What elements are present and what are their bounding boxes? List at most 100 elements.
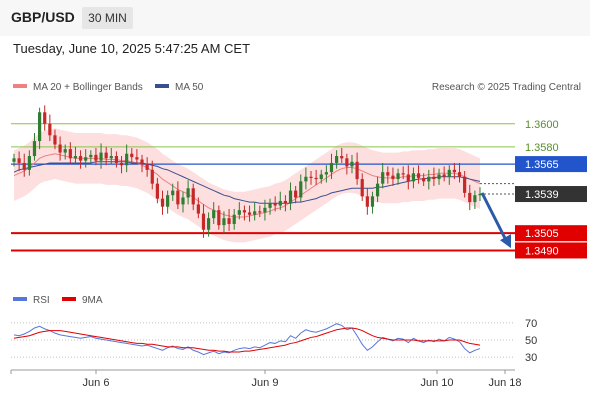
candle-body [140, 159, 144, 165]
rsi-tick-label: 70 [525, 318, 537, 330]
ma20-line [13, 153, 481, 218]
candle-body [12, 158, 16, 162]
candle-body [32, 141, 37, 157]
header-bar: GBP/USD 30 MIN [0, 0, 590, 36]
candle-body [176, 190, 180, 205]
candle-body [217, 210, 221, 226]
candle-body [268, 203, 272, 208]
candle-body [258, 211, 262, 213]
forecast-arrow-shaft [480, 192, 509, 243]
candle-body [84, 157, 88, 161]
candle-body [232, 214, 236, 224]
candle-body [437, 174, 441, 180]
candle-body [247, 212, 252, 215]
candle-body [181, 197, 185, 205]
pivot-label-box [515, 156, 587, 173]
last-price-label: 1.3539 [525, 189, 559, 201]
ma50-line [13, 161, 481, 204]
candle-body [299, 181, 303, 198]
x-tick-label: Jun 10 [420, 377, 453, 389]
candle-body [22, 162, 26, 170]
last-price-box [515, 186, 587, 203]
ma50-legend-swatch [155, 84, 169, 88]
candle-body [253, 211, 257, 215]
candle-body [401, 173, 405, 175]
candle-body [442, 174, 446, 177]
candle-body [130, 153, 134, 158]
rsi-legend-label: RSI [33, 295, 50, 306]
candle-body [304, 176, 308, 182]
candle-body [109, 156, 113, 159]
candle-body [212, 210, 216, 219]
candle-body [468, 192, 472, 203]
candle-body [17, 158, 21, 163]
candle-body [166, 195, 170, 207]
candle-body [278, 200, 282, 206]
rsi-legend-swatch [13, 297, 27, 301]
candle-body [27, 156, 31, 170]
candle-body [201, 213, 206, 230]
candle-body [294, 190, 298, 198]
candle-body [73, 156, 78, 159]
candle-body [58, 144, 62, 153]
candle-body [222, 218, 226, 226]
candle-body [314, 177, 318, 180]
candle-body [473, 195, 477, 203]
x-tick-label: Jun 9 [252, 377, 279, 389]
candle-body [381, 172, 385, 184]
rsi-line [13, 323, 481, 356]
candle-body [227, 218, 231, 224]
candle-body [422, 177, 426, 182]
candle-body [457, 172, 462, 177]
candle-body [237, 210, 241, 215]
candle-body [375, 183, 380, 197]
bb-legend-label: MA 20 + Bollinger Bands [33, 82, 143, 93]
candle-body [416, 173, 421, 178]
candle-body [242, 210, 247, 213]
candle-body [360, 179, 364, 197]
resistance-label: 1.3600 [525, 119, 559, 131]
candle-body [365, 196, 369, 207]
rsi-tick-label: 50 [525, 335, 537, 347]
candle-body [386, 172, 390, 176]
x-tick-label: Jun 18 [488, 377, 521, 389]
candle-body [263, 207, 267, 213]
pivot-label: 1.3565 [525, 159, 559, 171]
candle-body [99, 152, 103, 161]
candle-body [125, 153, 129, 166]
credit-text: Research © 2025 Trading Central [432, 82, 581, 93]
candle-body [427, 176, 431, 182]
candle-body [48, 123, 52, 136]
candle-body [478, 194, 482, 196]
rsi-tick-label: 30 [525, 352, 537, 364]
symbol-title: GBP/USD [11, 9, 75, 25]
candle-body [206, 218, 211, 230]
interval-button[interactable]: 30 MIN [82, 7, 133, 29]
candle-body [283, 200, 288, 204]
candle-body [340, 156, 344, 159]
x-tick-label: Jun 6 [83, 377, 110, 389]
candle-body [94, 154, 98, 161]
candle-body [350, 161, 354, 167]
candle-body [335, 156, 339, 163]
bb-legend-swatch [13, 84, 27, 88]
candle-body [319, 174, 323, 180]
ma50-legend-label: MA 50 [175, 82, 204, 93]
candle-body [452, 169, 456, 173]
candle-body [406, 174, 410, 182]
candle-body [355, 161, 359, 180]
candle-body [119, 162, 124, 166]
candle-body [135, 157, 139, 160]
candle-body [78, 156, 83, 161]
resistance-label: 1.3580 [525, 142, 559, 154]
bollinger-band-area [14, 128, 480, 243]
candle-body [396, 173, 400, 180]
candle-body [196, 204, 200, 214]
support-label: 1.3505 [525, 228, 559, 240]
candle-body [145, 164, 149, 170]
candle-body [68, 149, 72, 159]
candle-body [171, 190, 175, 196]
candle-body [38, 112, 42, 142]
candle-body [53, 135, 57, 145]
